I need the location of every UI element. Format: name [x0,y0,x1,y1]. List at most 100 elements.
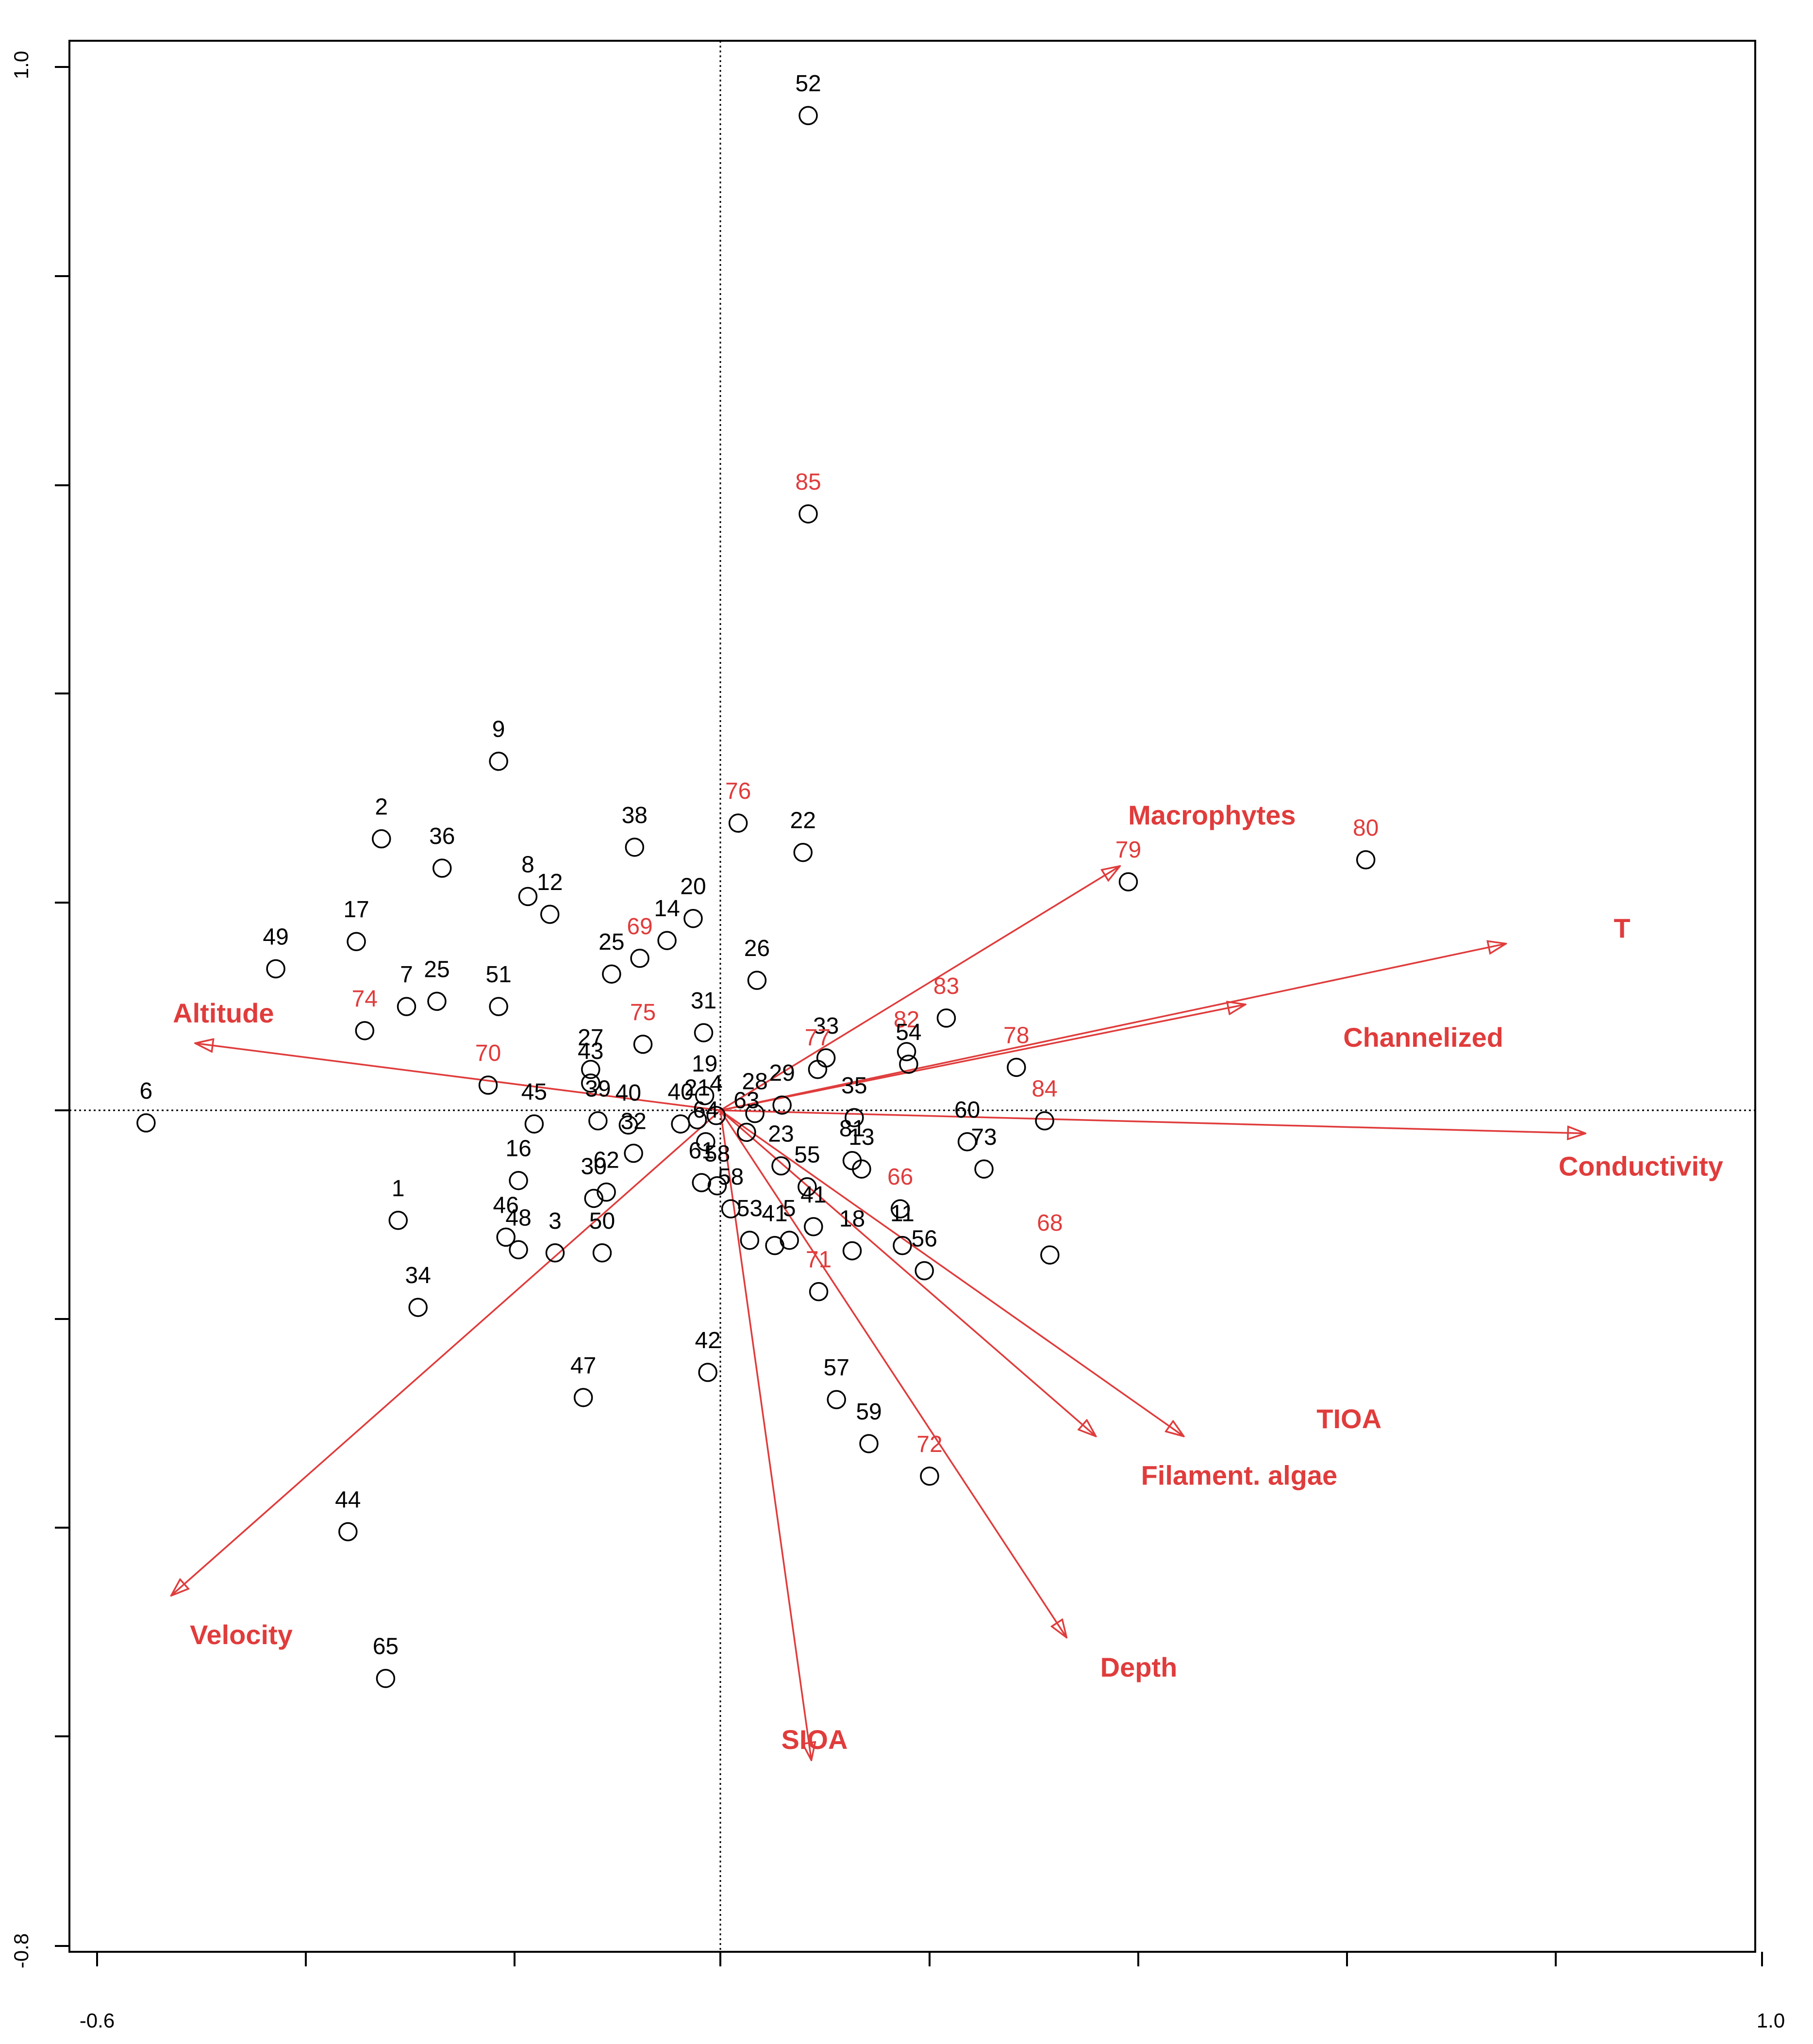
site-point-25 [602,964,621,984]
site-label-42: 42 [695,1328,720,1353]
site-point-54 [899,1055,918,1074]
site-point-83 [936,1008,956,1028]
arrow-macrophytes [720,866,1120,1111]
site-point-70 [478,1075,498,1095]
site-label-68: 68 [1037,1210,1063,1236]
site-label-58: 58 [704,1141,730,1167]
site-label-77: 77 [805,1025,831,1051]
site-label-80: 80 [1353,815,1379,841]
site-point-60 [957,1132,977,1152]
site-point-53 [740,1231,760,1250]
site-label-75: 75 [630,1000,656,1025]
site-label-54: 54 [896,1020,921,1045]
arrow-label-altitude: Altitude [173,998,274,1028]
site-point-39 [588,1111,608,1131]
site-label-49: 49 [263,924,288,950]
site-point-8 [518,887,538,907]
site-point-42 [698,1363,717,1382]
site-point-29 [772,1095,792,1115]
site-label-34: 34 [405,1263,431,1288]
site-point-20 [683,908,703,928]
site-label-22: 22 [790,808,816,834]
arrow-label-depth: Depth [1100,1652,1178,1682]
site-label-26: 26 [744,936,770,961]
arrow-depth [719,1110,1066,1637]
site-label-69: 69 [627,914,652,940]
site-point-11 [893,1236,912,1255]
site-point-34 [408,1298,428,1317]
site-label-53: 53 [737,1196,763,1221]
site-point-51 [489,997,508,1016]
site-label-63: 63 [733,1088,759,1113]
site-label-56: 56 [912,1226,937,1252]
y-tick-label-min: -0.8 [10,1933,33,1968]
site-label-28: 28 [742,1069,767,1094]
site-point-55 [798,1177,817,1197]
site-label-47: 47 [570,1353,596,1379]
site-label-16: 16 [505,1136,531,1162]
plot-frame [68,40,1756,1953]
site-point-48 [509,1240,528,1260]
arrow-velocity [171,1109,721,1596]
site-point-19 [695,1086,715,1105]
site-point-35 [845,1108,864,1127]
site-point-12 [540,905,560,924]
site-point-6 [136,1113,156,1133]
site-label-84: 84 [1031,1076,1057,1102]
site-point-4 [706,1106,726,1125]
site-point-7 [397,997,416,1016]
site-point-45 [524,1114,544,1134]
site-point-13 [852,1159,871,1179]
site-label-3: 3 [549,1208,562,1234]
site-label-79: 79 [1115,837,1141,863]
site-point-78 [1007,1057,1026,1077]
y-tick-label-max: 1.0 [10,51,33,79]
site-label-85: 85 [795,469,821,495]
site-label-21: 21 [684,1075,710,1101]
arrow-altitude [195,1043,721,1111]
site-point-28 [745,1104,765,1123]
site-label-65: 65 [373,1634,399,1660]
arrow-t [720,944,1506,1111]
site-point-64 [696,1132,715,1152]
site-point-77 [808,1060,828,1079]
site-point-63 [737,1122,756,1142]
site-label-62: 62 [593,1147,619,1173]
site-point-2 [372,829,391,849]
site-point-69 [630,949,649,968]
arrow-tioa [719,1109,1184,1436]
site-label-13: 13 [848,1124,874,1150]
site-label-14: 14 [654,896,680,922]
site-label-1: 1 [392,1176,405,1202]
site-point-66 [890,1199,910,1219]
x-tick-label-min: -0.6 [80,2009,115,2032]
arrow-label-sioa: SIOA [781,1724,848,1755]
site-point-40 [618,1115,638,1135]
site-point-68 [1040,1245,1060,1265]
site-label-57: 57 [824,1355,849,1381]
site-label-60: 60 [954,1097,980,1123]
site-label-23: 23 [768,1121,794,1147]
site-point-3 [545,1243,565,1263]
site-label-38: 38 [622,803,648,828]
arrow-label-filament-algae: Filament. algae [1141,1460,1338,1491]
site-point-43 [581,1073,600,1093]
site-label-41: 41 [800,1182,826,1208]
site-label-46: 46 [493,1192,519,1218]
site-label-39: 39 [585,1076,611,1102]
site-point-31 [694,1023,714,1042]
site-label-82: 82 [894,1007,919,1033]
site-label-32: 32 [620,1109,646,1135]
site-point-62 [597,1182,616,1202]
site-point-74 [355,1021,375,1040]
site-label-25: 25 [424,956,449,982]
site-point-22 [793,842,813,862]
site-point-1 [388,1211,408,1230]
arrow-conductivity [720,1109,1585,1134]
site-label-51: 51 [485,962,511,988]
site-point-14 [657,931,677,950]
site-label-58: 58 [718,1164,744,1190]
site-point-85 [798,504,818,524]
site-point-80 [1356,850,1376,870]
